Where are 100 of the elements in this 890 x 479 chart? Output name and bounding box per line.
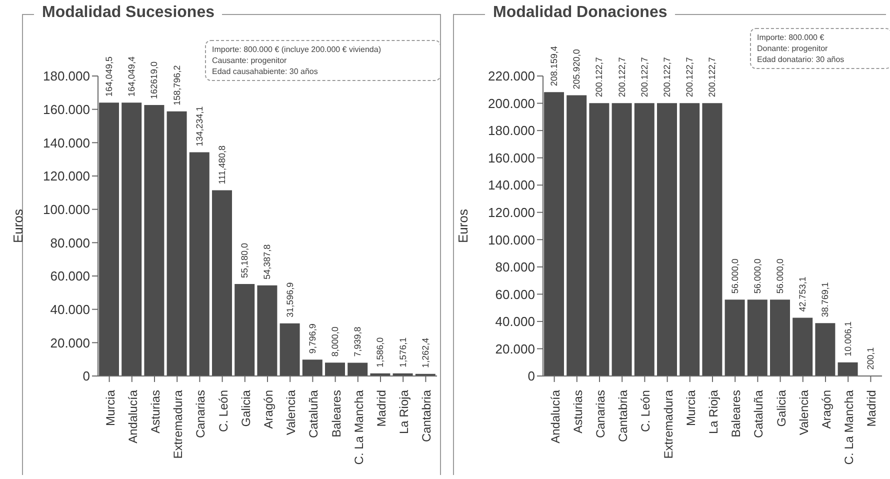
x-tick-label: Extremadura	[171, 390, 186, 459]
text: Donante: progenitor	[757, 43, 829, 54]
y-tick-label: 180.000	[488, 123, 535, 138]
data-label: 38.769,1	[820, 282, 830, 318]
y-tick-label: 80.000	[495, 260, 535, 275]
bar	[257, 285, 278, 376]
bar	[747, 300, 768, 376]
x-tick-label: C. León	[638, 390, 653, 432]
data-label: 8,000,0	[330, 326, 340, 357]
bar	[212, 190, 232, 376]
x-tick-label: Cantabria	[616, 390, 630, 442]
y-tick-label: 40.000	[495, 314, 535, 330]
x-tick-label: Madrid	[374, 390, 388, 427]
x-tick-label: Baleares	[329, 390, 344, 438]
text: Importe: 800.000 €	[757, 32, 826, 43]
x-tick-label: Canarias	[194, 390, 208, 438]
bar	[566, 95, 587, 376]
x-tick-label: Asturias	[570, 390, 585, 434]
bar	[280, 323, 300, 376]
bar	[589, 103, 610, 376]
bar	[234, 284, 255, 376]
data-label: 200.122,7	[684, 57, 695, 98]
data-label: 31,596,9	[284, 282, 295, 318]
x-tick-label: Valencia	[284, 390, 298, 436]
data-label: 164,049,5	[104, 56, 114, 97]
data-label: 200.122,7	[639, 57, 650, 98]
data-label: 162619,0	[149, 61, 160, 99]
y-tick-label: 120.000	[43, 168, 90, 184]
bar	[724, 300, 745, 376]
x-tick-label: C. La Mancha	[842, 390, 856, 465]
bar	[348, 362, 368, 376]
x-tick-label: Andalucía	[548, 390, 562, 444]
y-tick-label: 160.000	[43, 102, 90, 117]
x-tick-label: Cataluña	[752, 390, 766, 438]
bar	[702, 103, 722, 376]
data-label: 158,796,2	[172, 65, 182, 106]
data-label: 200.122,7	[707, 57, 718, 98]
x-tick-label: Canarias	[594, 390, 608, 438]
x-tick-label: Extremadura	[661, 390, 676, 459]
bar	[815, 323, 836, 376]
y-tick-label: 20.000	[50, 335, 90, 350]
y-tick-label: 180.000	[43, 68, 90, 84]
x-tick-label: Aragón	[820, 390, 834, 429]
x-tick-label: Murcia	[103, 390, 118, 426]
x-tick-label: Galicia	[238, 390, 253, 427]
x-tick-label: La Rioja	[706, 390, 720, 434]
data-label: 7,939,8	[352, 326, 363, 357]
bar	[144, 104, 164, 376]
data-label: 1,586,0	[375, 337, 386, 368]
y-tick-label: 120.000	[488, 204, 535, 220]
bar	[544, 92, 564, 376]
bar	[99, 102, 119, 376]
x-tick-label: Asturias	[148, 390, 162, 434]
bar	[657, 103, 677, 376]
data-label: 56.000,0	[730, 258, 740, 294]
data-label: 200.122,7	[662, 57, 672, 98]
x-tick-label: Cantabria	[420, 390, 434, 442]
y-tick-label: 0	[528, 368, 535, 384]
y-tick-label: 160.000	[488, 150, 535, 166]
bar	[189, 152, 210, 376]
data-label: 42.753,1	[798, 276, 808, 312]
x-tick-label: Madrid	[864, 390, 879, 427]
x-tick-label: Galicia	[774, 390, 788, 427]
y-tick-label: 20.000	[495, 341, 535, 356]
text: Causante: progenitor	[212, 55, 288, 66]
y-tick-label: 0	[82, 368, 90, 384]
y-axis-title: Euros	[456, 208, 471, 243]
data-label: 56.000,0	[775, 258, 785, 294]
y-tick-label: 100.000	[488, 232, 535, 248]
data-label: 1,576,1	[398, 337, 408, 368]
bar	[166, 111, 187, 376]
y-tick-label: 80.000	[50, 235, 90, 250]
x-tick-label: Murcia	[684, 390, 698, 426]
data-label: 164,049,4	[126, 56, 137, 97]
x-tick-label: Valencia	[796, 390, 811, 436]
bar	[325, 362, 345, 376]
y-tick-label: 220.000	[488, 68, 535, 84]
bar	[770, 300, 790, 376]
data-label: 200,1	[865, 347, 876, 370]
x-tick-label: La Rioja	[397, 390, 412, 434]
x-tick-label: Baleares	[729, 390, 744, 438]
bar	[612, 103, 632, 376]
x-tick-label: Andalucía	[126, 390, 140, 444]
y-axis-title: Euros	[10, 208, 26, 243]
y-tick-label: 140.000	[43, 135, 90, 150]
data-label: 10.006,1	[842, 321, 853, 356]
bar	[838, 362, 858, 376]
chart-title: Modalidad Donaciones	[485, 4, 676, 22]
x-tick-label: C. León	[216, 390, 230, 432]
y-tick-label: 140.000	[488, 178, 535, 193]
y-tick-label: 60.000	[50, 268, 90, 284]
data-label: 56.000,0	[752, 258, 762, 294]
bar	[680, 103, 700, 376]
y-tick-label: 40.000	[50, 302, 90, 317]
data-label: 1,262,4	[420, 338, 430, 368]
bar	[792, 318, 813, 376]
y-tick-label: 200.000	[488, 96, 535, 111]
data-label: 205.920,0	[572, 49, 582, 90]
text: Edad causahabiente: 30 años	[212, 66, 319, 77]
data-label: 9,796,9	[307, 324, 318, 354]
